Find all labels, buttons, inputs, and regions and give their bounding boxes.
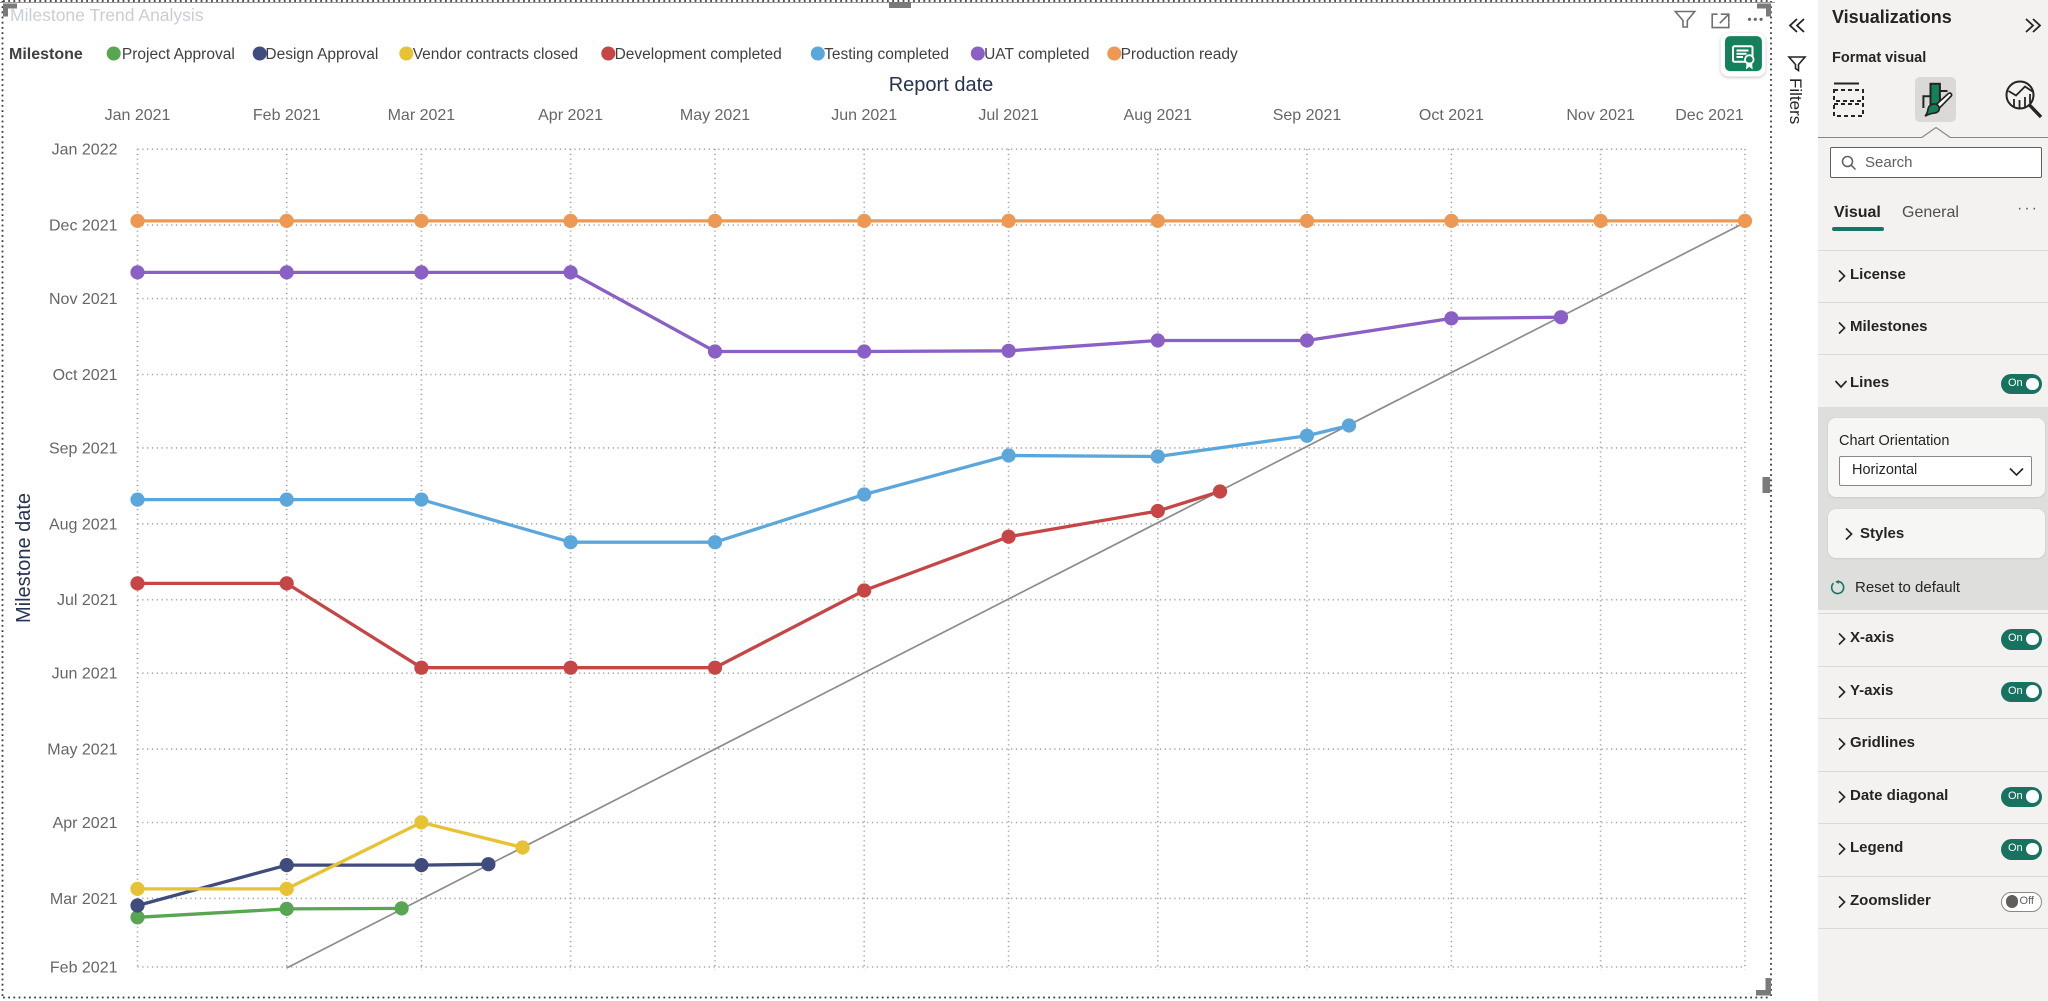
svg-text:Nov 2021: Nov 2021 [1566,107,1635,124]
svg-text:Jul 2021: Jul 2021 [978,107,1039,124]
svg-text:Sep 2021: Sep 2021 [1273,107,1342,124]
svg-text:Project Approval: Project Approval [122,46,235,63]
svg-text:Apr 2021: Apr 2021 [53,815,118,832]
svg-text:Aug 2021: Aug 2021 [49,516,118,533]
svg-text:Feb 2021: Feb 2021 [253,107,321,124]
svg-text:May 2021: May 2021 [680,107,750,124]
svg-text:Dec 2021: Dec 2021 [49,218,118,235]
svg-text:Jun 2021: Jun 2021 [52,666,118,683]
svg-text:Development completed: Development completed [615,46,782,63]
svg-text:Jul 2021: Jul 2021 [57,592,118,609]
svg-text:Jan 2021: Jan 2021 [105,107,171,124]
svg-text:Apr 2021: Apr 2021 [538,107,603,124]
svg-text:Mar 2021: Mar 2021 [50,891,118,908]
svg-text:UAT completed: UAT completed [984,46,1089,63]
svg-text:Aug 2021: Aug 2021 [1124,107,1193,124]
svg-text:Oct 2021: Oct 2021 [1419,107,1484,124]
svg-text:Oct 2021: Oct 2021 [53,367,118,384]
svg-text:Report date: Report date [889,74,994,96]
svg-text:Vendor contracts closed: Vendor contracts closed [413,46,578,63]
svg-text:Jun 2021: Jun 2021 [831,107,897,124]
svg-text:Milestone date: Milestone date [13,493,35,623]
svg-text:May 2021: May 2021 [47,742,117,759]
svg-text:Design Approval: Design Approval [265,46,378,63]
svg-text:Nov 2021: Nov 2021 [49,291,118,308]
svg-text:Jan 2022: Jan 2022 [52,142,118,159]
svg-text:Production ready: Production ready [1121,46,1238,63]
svg-text:Milestone: Milestone [9,46,83,63]
svg-text:Feb 2021: Feb 2021 [50,960,118,977]
svg-text:Testing completed: Testing completed [824,46,949,63]
svg-text:Sep 2021: Sep 2021 [49,440,118,457]
svg-text:Dec 2021: Dec 2021 [1675,107,1744,124]
svg-text:Milestone Trend Analysis: Milestone Trend Analysis [10,5,204,25]
svg-text:Mar 2021: Mar 2021 [388,107,456,124]
